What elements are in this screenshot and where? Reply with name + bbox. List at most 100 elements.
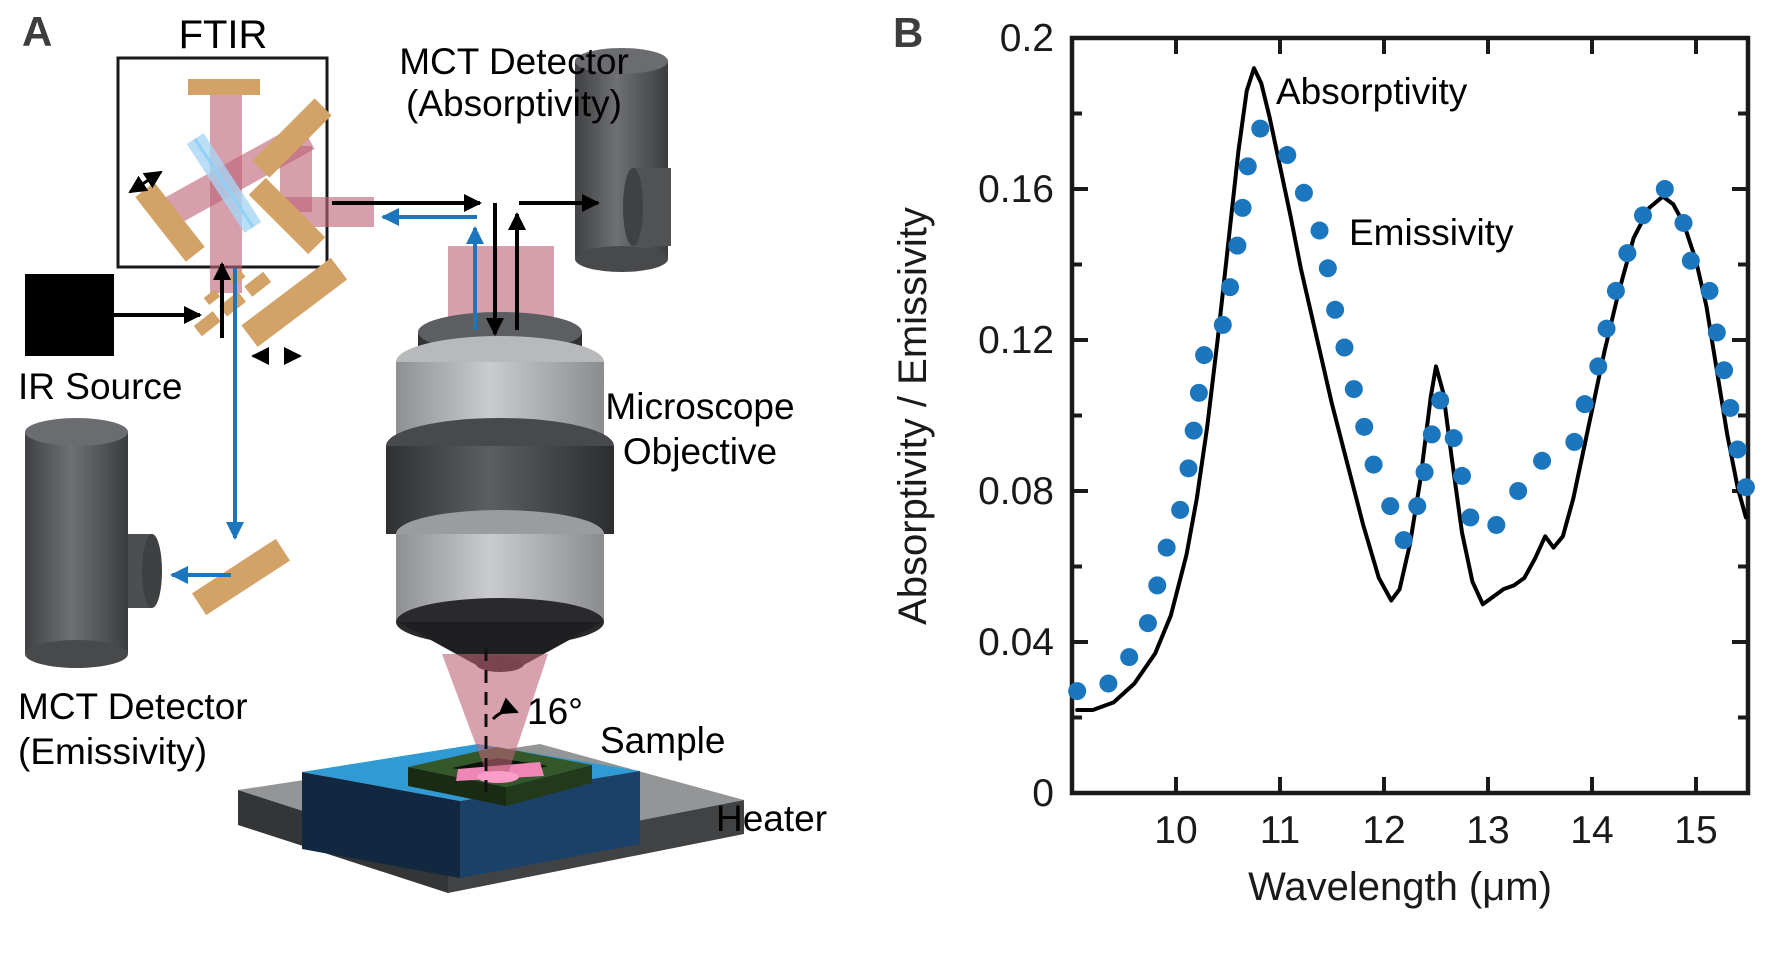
sample-label: Sample [600,720,725,761]
plot-box [1069,35,1751,796]
mirrors [135,79,348,616]
angle-label: 16° [527,691,583,732]
emissivity-dot [1487,515,1506,534]
emissivity-dot [1589,357,1608,376]
emissivity-dot [1509,482,1528,500]
emissivity-dot [1344,380,1363,399]
emissivity-dot [1381,497,1400,516]
emissivity-dot [1394,531,1413,550]
emissivity-dot [1179,459,1198,478]
emissivity-dot [1189,383,1208,402]
objective-label-line2: Objective [623,431,777,472]
x-tick-label: 14 [1570,809,1613,852]
emissivity-dot [1326,300,1345,319]
mct-absorptivity-label-line1: MCT Detector [399,41,629,82]
sample-frame-front-right [506,765,592,806]
x-tick-label: 15 [1674,809,1717,852]
absorptivity-annotation: Absorptivity [1276,71,1468,112]
chart-axes: 10 11 12 13 14 15 0 0.04 0.08 0.12 0.16 0.2 [978,17,1751,852]
emissivity-dot [1431,391,1450,410]
panel-a-label: A [22,8,52,55]
emissivity-dot [1184,421,1203,440]
emissivity-dot [1728,440,1747,459]
mct-emissivity-label-line1: MCT Detector [18,686,248,727]
emissivity-dot [1674,213,1693,232]
emissivity-dot [1294,183,1313,202]
fixed-mirror-top-icon [188,79,260,95]
y-tick-label: 0.12 [978,319,1054,362]
emissivity-dot [1068,682,1087,701]
stage-block-left-face [302,772,460,878]
y-axis-label: Absorptivity / Emissivity [891,207,935,625]
emissivity-dot [1195,346,1214,365]
panel-a-schematic: A FTIR MCT Detector (Absorptivity) IR So… [18,8,827,893]
panel-b-chart: 10 11 12 13 14 15 0 0.04 0.08 0.12 0.16 0.2 B Absor… [891,9,1755,909]
microscope-objective-icon [386,312,614,672]
beamsplitter-icon [186,133,262,233]
beam-spot-on-sample [477,771,519,783]
emissivity-dot [1171,500,1190,519]
emissivity-dot [1633,206,1652,225]
emissivity-dot [1310,221,1329,240]
emissivity-dot [1138,614,1157,633]
emissivity-dot [1157,538,1176,557]
emissivity-dot [1700,281,1719,300]
emissivity-dot [1606,281,1625,300]
mirror-lower-right-icon [248,177,326,255]
mct-absorptivity-label-line2: (Absorptivity) [406,83,622,124]
heater-stage [238,744,744,893]
angle-arc-arrow-icon [491,697,519,721]
fold-mirror-bottom-icon [191,538,291,616]
ir-beam-paths [151,94,554,326]
black-beam-arrows [114,170,600,365]
y-tick-label: 0.08 [978,470,1054,513]
x-tick-label: 13 [1466,809,1509,852]
x-tick-label: 10 [1154,809,1197,852]
ftir-label: FTIR [179,13,268,57]
emissivity-dot [1707,323,1726,342]
y-tick-label: 0 [1032,772,1054,815]
emissivity-dot [1721,398,1740,417]
emissivity-dot [1453,466,1471,485]
y-tick-label: 0.16 [978,168,1054,211]
mirror-upper-right-icon [252,98,332,178]
emissivity-dot [1251,119,1270,138]
emissivity-dot [1461,508,1480,527]
heater-label: Heater [716,798,827,839]
emissivity-dot [1364,455,1383,474]
ir-source-box [25,274,114,356]
y-tick-label: 0.2 [1000,17,1054,60]
emissivity-dot [1335,338,1354,357]
mct-detector-emissivity-icon [25,418,162,668]
mct-emissivity-label-line2: (Emissivity) [18,731,207,772]
emissivity-dot [1681,251,1700,270]
emissivity-dot [1575,395,1594,414]
moving-mirror-double-arrow-icon [128,170,163,194]
emissivity-dot [1415,463,1434,482]
emissivity-dot [1422,425,1441,444]
sample-frame-front-left [408,767,506,806]
emissivity-dot [1278,146,1297,165]
absorptivity-curve [1075,66,1748,712]
emissivity-dot [1618,244,1637,263]
steering-mirror-icon [241,257,348,347]
mct-detector-absorptivity-icon [575,48,671,272]
emissivity-annotation: Emissivity [1349,212,1514,253]
x-axis-label: Wavelength (μm) [1248,865,1552,909]
emissivity-dot [1099,674,1118,693]
objective-label-line1: Microscope [605,386,794,427]
emissivity-dot [1238,157,1257,176]
emissivity-dot [1148,576,1167,595]
emissivity-dot [1408,497,1427,516]
emissivity-dot [1221,278,1240,297]
emissivity-dot [1715,361,1734,380]
moving-mirror-left-icon [135,182,205,262]
ir-source-label: IR Source [18,366,183,407]
emissivity-dot [1736,478,1755,497]
emissivity-dot [1228,236,1247,255]
chart-series [1068,66,1755,712]
panel-b-label: B [893,9,923,56]
emissivity-dot [1120,648,1139,667]
